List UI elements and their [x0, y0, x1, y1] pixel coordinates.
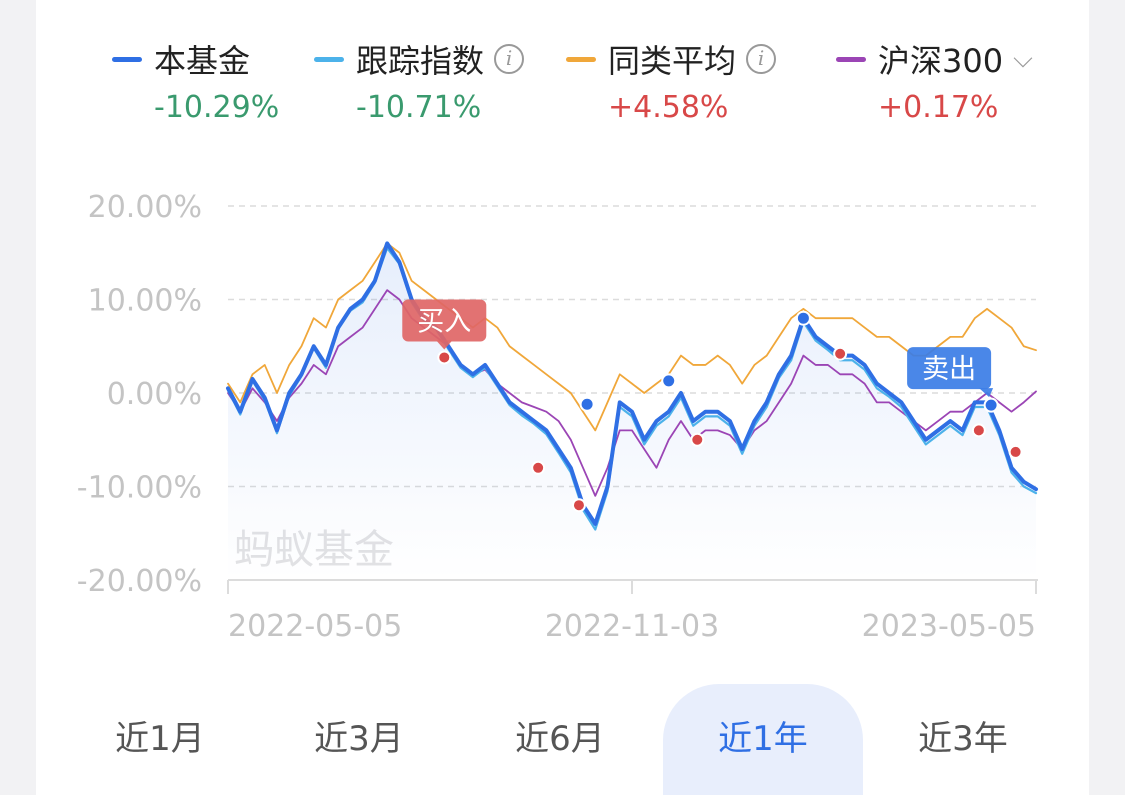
y-tick-label: 10.00% — [88, 284, 202, 319]
legend-hs300-name: 沪深300 — [878, 42, 1004, 80]
buy-marker[interactable] — [571, 498, 586, 513]
legend-peer-swatch — [566, 56, 596, 62]
info-icon[interactable]: i — [746, 44, 777, 74]
tab-1-year[interactable]: 近1年 — [663, 684, 863, 795]
chevron-down-icon[interactable]: ⌵ — [1013, 43, 1033, 74]
legend-index-name: 跟踪指数 — [356, 42, 485, 80]
buy-marker[interactable] — [833, 346, 848, 361]
y-tick-label: 0.00% — [107, 377, 202, 412]
tab-6-months[interactable]: 近6月 — [515, 719, 605, 759]
sell-marker[interactable] — [661, 373, 677, 389]
buy-marker[interactable] — [437, 350, 452, 365]
buy-label: 买入 — [417, 306, 471, 337]
buy-marker[interactable] — [971, 423, 986, 438]
legend-index-value: -10.71% — [356, 90, 482, 125]
buy-marker[interactable] — [1008, 444, 1023, 459]
y-tick-label: 20.00% — [88, 190, 202, 225]
x-tick-label: 2022-11-03 — [545, 609, 719, 644]
sell-callout[interactable]: 卖出 — [907, 347, 994, 398]
tab-3-years[interactable]: 近3年 — [918, 719, 1008, 759]
sell-label: 卖出 — [922, 354, 976, 385]
legend-item-index[interactable]: 跟踪指数 i -10.71% — [314, 34, 525, 125]
buy-marker[interactable] — [531, 460, 546, 475]
line-chart: 20.00% 10.00% 0.00% -10.00% -20.00% 2022-05-0… — [77, 190, 1038, 644]
y-tick-label: -10.00% — [77, 471, 202, 506]
sell-marker[interactable] — [579, 396, 595, 412]
chart-card — [36, 0, 1089, 795]
legend-item-hs300[interactable]: 沪深300 ⌵ +0.17% — [836, 34, 1033, 125]
legend-item-peer[interactable]: 同类平均 i +4.58% — [566, 34, 777, 125]
fund-line — [226, 241, 1038, 526]
x-tick-label: 2023-05-05 — [862, 609, 1036, 644]
peer-line — [227, 242, 1037, 432]
legend-item-fund[interactable]: 本基金 -10.29% — [112, 34, 279, 125]
tab-1-month[interactable]: 近1月 — [115, 719, 205, 759]
hs300-line — [227, 289, 1037, 497]
x-tick-label: 2022-05-05 — [228, 609, 402, 644]
legend-hs300-value: +0.17% — [878, 90, 999, 125]
period-tabs: 近1月 近3月 近6月 近1年 近3年 — [36, 684, 1089, 795]
buy-marker[interactable] — [690, 432, 705, 447]
sell-marker[interactable] — [983, 397, 999, 413]
y-tick-label: -20.00% — [77, 564, 202, 599]
info-icon[interactable]: i — [494, 44, 525, 74]
legend-index-swatch — [314, 56, 344, 62]
tab-3-months[interactable]: 近3月 — [314, 719, 404, 759]
legend-hs300-swatch — [836, 56, 866, 62]
legend-peer-name: 同类平均 — [608, 42, 737, 80]
buy-callout[interactable]: 买入 — [402, 299, 487, 350]
legend-fund-name: 本基金 — [154, 42, 251, 80]
sell-marker[interactable] — [795, 310, 811, 326]
legend-fund-swatch — [112, 56, 142, 62]
legend-fund-value: -10.29% — [154, 90, 280, 125]
legend-peer-value: +4.58% — [608, 90, 729, 125]
